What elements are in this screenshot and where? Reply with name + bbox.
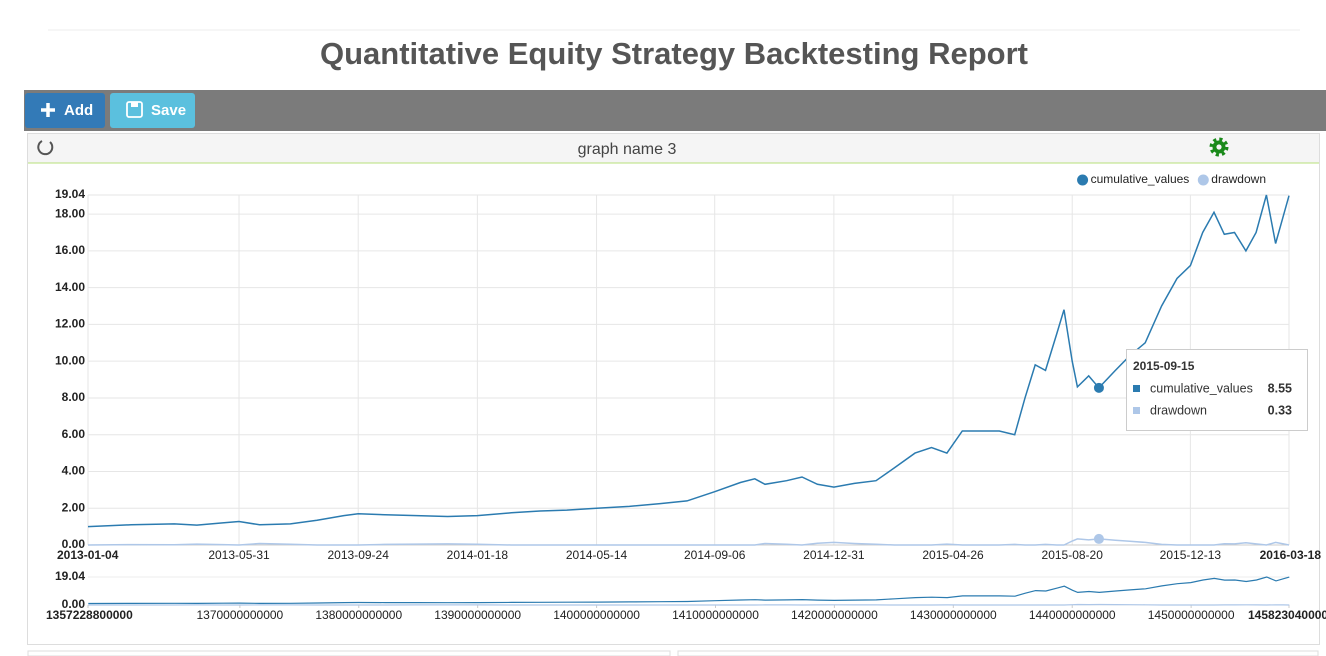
overview-x-tick-label: 1357228800000 <box>46 608 133 622</box>
y-tick-label: 16.00 <box>55 243 85 257</box>
overview-x-tick-label: 1390000000000 <box>434 608 521 622</box>
x-tick-label: 2016-03-18 <box>1260 548 1322 562</box>
tooltip-value: 0.33 <box>1268 403 1292 417</box>
add-button[interactable]: Add <box>25 93 105 128</box>
overview-x-tick-label: 1450000000000 <box>1148 608 1235 622</box>
y-tick-label: 0.00 <box>62 537 86 551</box>
legend-marker <box>1197 174 1209 186</box>
chart: 0.00 2.00 4.00 6.00 8.00 10.00 12.00 14.00 16.00… <box>46 172 1326 622</box>
overview-y-tick-label: 0.00 <box>62 597 86 611</box>
x-tick-label: 2014-09-06 <box>684 548 746 562</box>
series-line <box>88 603 1290 606</box>
tooltip-swatch <box>1133 407 1140 414</box>
x-tick-label: 2015-12-13 <box>1160 548 1222 562</box>
x-tick-label: 2014-05-14 <box>566 548 628 562</box>
overview-x-tick-label: 1440000000000 <box>1029 608 1116 622</box>
y-tick-label: 18.00 <box>55 206 85 220</box>
overview-x-tick-label: 1430000000000 <box>910 608 997 622</box>
overview-x-tick-label: 1458230400000 <box>1248 608 1326 622</box>
overview-y-tick-label: 19.04 <box>55 569 85 583</box>
x-tick-label: 2014-01-18 <box>447 548 509 562</box>
x-tick-label: 2015-04-26 <box>922 548 984 562</box>
y-tick-label: 12.00 <box>55 317 85 331</box>
tooltip-swatch <box>1133 385 1140 392</box>
settings-icon[interactable] <box>1209 137 1229 157</box>
y-tick-label: 6.00 <box>62 427 86 441</box>
button-label[interactable]: Save <box>151 102 186 119</box>
x-tick-label: 2014-12-31 <box>803 548 865 562</box>
panel-header <box>28 134 1319 163</box>
series-line <box>87 194 1290 528</box>
y-tick-label: 2.00 <box>62 500 86 514</box>
y-tick-label: 14.00 <box>55 280 85 294</box>
y-tick-label: 10.00 <box>55 353 85 367</box>
overview-x-tick-label: 1410000000000 <box>672 608 759 622</box>
series-line <box>88 576 1290 605</box>
overview-x-tick-label: 1420000000000 <box>791 608 878 622</box>
series-line <box>87 538 1290 546</box>
tooltip-name: cumulative_values <box>1150 381 1253 395</box>
x-tick-label: 2013-01-04 <box>57 548 119 562</box>
legend-label: drawdown <box>1211 172 1266 186</box>
overview-x-tick-label: 1380000000000 <box>315 608 402 622</box>
x-tick-label: 2015-08-20 <box>1042 548 1104 562</box>
legend-marker <box>1077 174 1089 186</box>
next-panel <box>27 650 671 656</box>
x-tick-label: 2013-09-24 <box>328 548 390 562</box>
save-button[interactable]: Save <box>110 93 195 128</box>
overview-x-tick-label: 1370000000000 <box>196 608 283 622</box>
y-tick-label: 4.00 <box>62 464 86 478</box>
panel-title: graph name 3 <box>578 141 677 158</box>
x-tick-label: 2013-05-31 <box>208 548 270 562</box>
panel <box>27 133 1320 645</box>
tooltip-value: 8.55 <box>1268 381 1292 395</box>
next-panel <box>677 650 1319 656</box>
overview-x-tick-label: 1400000000000 <box>553 608 640 622</box>
refresh-icon[interactable] <box>37 140 54 156</box>
hover-point <box>1093 382 1104 393</box>
page-title: Quantitative Equity Strategy Backtesting… <box>320 36 1028 71</box>
button-label[interactable]: Add <box>64 102 93 119</box>
toolbar <box>24 90 1326 131</box>
y-tick-label: 8.00 <box>62 390 86 404</box>
legend-label: cumulative_values <box>1091 172 1190 186</box>
hover-point <box>1093 533 1104 544</box>
tooltip-box <box>1126 349 1308 431</box>
y-tick-label: 19.04 <box>55 187 85 201</box>
tooltip-date: 2015-09-15 <box>1133 359 1195 373</box>
tooltip-name: drawdown <box>1150 403 1207 417</box>
